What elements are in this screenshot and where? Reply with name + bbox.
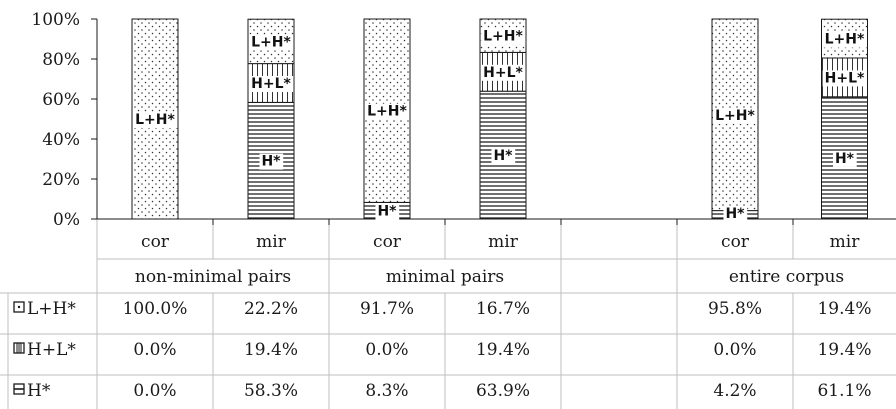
x-category-label: mir (256, 232, 287, 252)
bar-segment-label: L+H* (483, 29, 523, 45)
x-category-label: mir (488, 232, 519, 252)
bar-segment-label: L+H* (825, 32, 865, 48)
label-halo (491, 148, 516, 165)
table-value: 19.4% (476, 340, 530, 360)
label-halo (249, 76, 294, 92)
bar-segment-label: L+H* (135, 112, 175, 128)
legend-label: H* (27, 381, 51, 401)
bar-segment-label: H+L* (825, 70, 865, 86)
table-value: 16.7% (476, 299, 530, 319)
bar-segment-label: H* (261, 154, 281, 170)
table-value: 91.7% (360, 299, 414, 319)
bar-segment-label: H+L* (483, 65, 523, 81)
bar-segment-label: H* (377, 204, 397, 220)
table-value: 0.0% (133, 340, 176, 360)
label-halo (375, 203, 400, 220)
legend-label: H+L* (27, 340, 76, 360)
y-tick-label: 80% (42, 50, 80, 70)
legend-label: L+H* (27, 299, 76, 319)
label-halo (133, 112, 178, 128)
label-halo (822, 70, 868, 87)
y-tick-label: 20% (42, 170, 80, 190)
x-category-label: mir (830, 232, 861, 252)
bar-segment-label: H* (493, 148, 513, 164)
label-halo (481, 64, 526, 81)
table-value: 4.2% (713, 381, 756, 401)
bar-segment (821, 96, 868, 220)
y-tick-label: 100% (31, 10, 80, 30)
label-halo (259, 153, 284, 170)
x-group-label: non-minimal pairs (135, 267, 291, 287)
label-halo (365, 103, 410, 120)
bar-segment-label: L+H* (367, 104, 407, 120)
table-value: 61.1% (817, 381, 871, 401)
table-value: 19.4% (817, 299, 871, 319)
table-value: 58.3% (244, 381, 298, 401)
table-value: 95.8% (708, 299, 762, 319)
label-halo (822, 31, 868, 48)
y-tick-label: 60% (42, 90, 80, 110)
table-value: 100.0% (123, 299, 188, 319)
x-category-label: cor (373, 232, 402, 252)
bar-segment-label: L+H* (715, 108, 755, 124)
table-value: 0.0% (365, 340, 408, 360)
y-tick-label: 0% (53, 210, 80, 230)
table-value: 63.9% (476, 381, 530, 401)
table-value: 0.0% (133, 381, 176, 401)
label-halo (713, 107, 758, 124)
x-group-label: minimal pairs (386, 267, 504, 287)
label-halo (723, 206, 748, 222)
label-halo (249, 34, 294, 51)
x-group-label: entire corpus (729, 267, 844, 287)
bar-segment-label: H* (835, 151, 855, 167)
bar-segment-label: H* (725, 206, 745, 222)
bar-segment-label: H+L* (251, 76, 291, 92)
x-category-label: cor (141, 232, 170, 252)
legend-swatch-mark (17, 305, 21, 309)
x-category-label: cor (721, 232, 750, 252)
label-halo (481, 28, 526, 45)
table-value: 19.4% (244, 340, 298, 360)
table-value: 22.2% (244, 299, 298, 319)
bar-segment-label: L+H* (251, 34, 291, 50)
table-value: 19.4% (817, 340, 871, 360)
label-halo (832, 150, 857, 167)
table-value: 8.3% (365, 381, 408, 401)
table-value: 0.0% (713, 340, 756, 360)
y-tick-label: 40% (42, 130, 80, 150)
